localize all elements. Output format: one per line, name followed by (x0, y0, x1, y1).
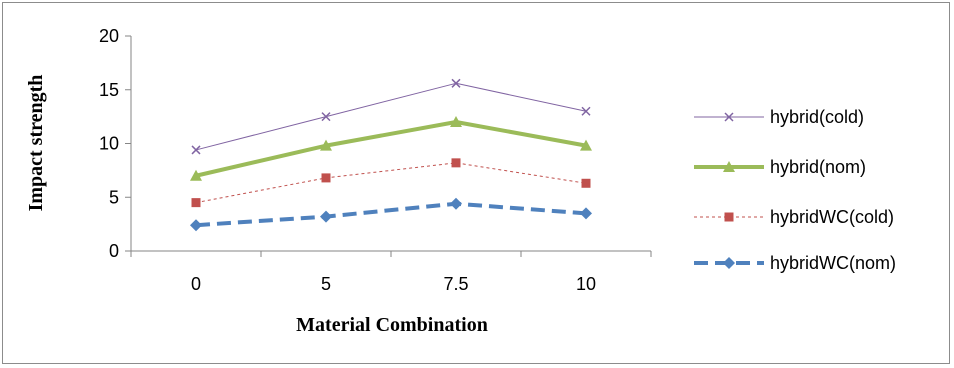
y-tick-label: 20 (99, 26, 119, 46)
series-line (195, 82, 587, 151)
legend-item: hybrid(nom) (694, 157, 866, 177)
data-point (580, 139, 592, 151)
x-axis-title: Material Combination (296, 314, 488, 336)
legend-marker (723, 257, 735, 269)
y-tick-label: 5 (109, 187, 119, 207)
chart-frame (2, 2, 950, 364)
y-axis: 0 5 10 15 20 (99, 26, 132, 261)
legend-item: hybridWC(cold) (694, 207, 894, 227)
series-hybridWC(cold) (191, 158, 591, 208)
data-point (581, 106, 591, 116)
legend-item: hybridWC(nom) (694, 253, 896, 273)
y-tick-label: 15 (99, 80, 119, 100)
legend-label: hybridWC(nom) (770, 253, 896, 273)
legend-marker (723, 161, 735, 172)
legend: hybrid(cold) hybrid(nom) hybridWC(cold) hyb… (694, 107, 896, 273)
series-line (195, 120, 587, 178)
legend-marker (724, 112, 734, 122)
data-point (450, 197, 462, 210)
data-point (450, 116, 462, 127)
data-point (191, 198, 201, 208)
series-layer (190, 78, 592, 232)
series-hybridWC(nom) (190, 197, 592, 232)
x-tick-label: 7.5 (443, 274, 468, 294)
series-hybrid(nom) (190, 116, 592, 181)
series-line (195, 201, 587, 228)
y-tick-label: 10 (99, 134, 119, 154)
data-point (580, 207, 592, 220)
legend-label: hybridWC(cold) (770, 207, 894, 227)
legend-item: hybrid(cold) (694, 107, 864, 127)
data-point (191, 145, 201, 155)
data-point (190, 169, 202, 181)
data-point (451, 158, 461, 168)
legend-label: hybrid(nom) (770, 157, 866, 177)
x-tick-label: 10 (576, 274, 596, 294)
legend-marker (724, 212, 734, 222)
y-tick-label: 0 (109, 241, 119, 261)
legend-label: hybrid(cold) (770, 107, 864, 127)
x-tick-label: 5 (321, 274, 331, 294)
series-line (195, 162, 587, 204)
series-hybrid(cold) (191, 78, 591, 155)
x-axis: 0 5 7.5 10 (130, 250, 652, 294)
data-point (451, 78, 461, 88)
data-point (320, 139, 332, 151)
y-axis-title: Impact strength (25, 75, 47, 212)
x-tick-label: 0 (191, 274, 201, 294)
data-point (321, 173, 331, 183)
data-point (190, 219, 202, 232)
data-point (581, 178, 591, 188)
data-point (320, 210, 332, 223)
data-point (321, 112, 331, 122)
